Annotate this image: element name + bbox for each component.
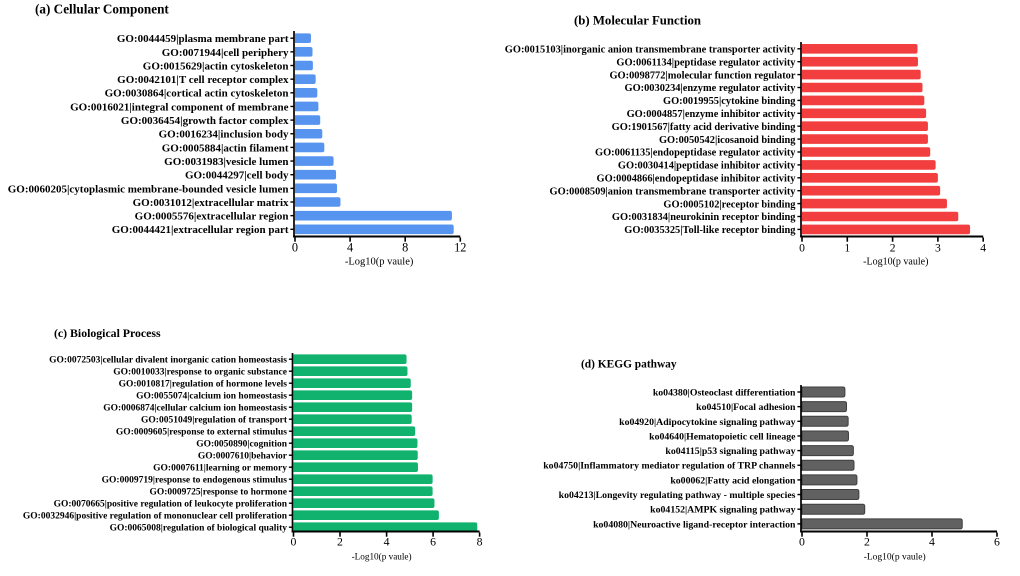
svg-text:(d) KEGG pathway: (d) KEGG pathway: [581, 359, 677, 371]
svg-text:0: 0: [291, 535, 297, 549]
svg-text:ko04920|Adipocytokine signalin: ko04920|Adipocytokine signaling pathway: [619, 417, 795, 428]
svg-text:ko04213|Longevity regulating p: ko04213|Longevity regulating pathway - m…: [559, 490, 796, 501]
svg-text:GO:0005102|receptor binding: GO:0005102|receptor binding: [663, 199, 796, 210]
svg-text:12: 12: [454, 241, 466, 255]
svg-text:ko04080|Neuroactive ligand-rec: ko04080|Neuroactive ligand-receptor inte…: [593, 519, 796, 530]
svg-text:ko04152|AMPK signaling pathway: ko04152|AMPK signaling pathway: [650, 505, 795, 516]
svg-text:GO:0030234|enzyme regulator ac: GO:0030234|enzyme regulator activity: [624, 83, 796, 94]
svg-text:2: 2: [864, 535, 870, 549]
svg-text:GO:0098772|molecular function: GO:0098772|molecular function regulator: [609, 70, 795, 81]
svg-text:GO:0060205|cytoplasmic membran: GO:0060205|cytoplasmic membrane-bounded …: [8, 183, 289, 195]
svg-text:ko04115|p53 signaling pathway: ko04115|p53 signaling pathway: [665, 446, 795, 457]
svg-text:GO:0065008|regulation of biolo: GO:0065008|regulation of biological qual…: [110, 524, 288, 534]
svg-text:ko04750|Inflammatory mediator: ko04750|Inflammatory mediator regulation…: [543, 461, 795, 472]
svg-text:ko04380|Osteoclast differentia: ko04380|Osteoclast differentiation: [653, 387, 796, 398]
svg-text:GO:0005576|extracellular regio: GO:0005576|extracellular region: [135, 211, 289, 223]
svg-text:6: 6: [994, 535, 1000, 549]
svg-text:(c) Biological Process: (c) Biological Process: [54, 326, 161, 340]
svg-text:-Log10(p vaule): -Log10(p vaule): [864, 552, 926, 563]
svg-text:GO:0015103|inorganic anion tra: GO:0015103|inorganic anion transmembrane…: [505, 44, 797, 55]
svg-text:GO:0010817|regulation of hormo: GO:0010817|regulation of hormone levels: [119, 380, 288, 390]
svg-text:(a) Cellular Component: (a) Cellular Component: [35, 2, 169, 17]
svg-text:GO:0035325|Toll-like receptor: GO:0035325|Toll-like receptor binding: [624, 225, 796, 236]
svg-text:GO:0032946|positive regulation: GO:0032946|positive regulation of mononu…: [23, 512, 288, 522]
svg-text:GO:0050542|icosanoid binding: GO:0050542|icosanoid binding: [659, 135, 796, 146]
svg-text:GO:0044421|extracellular regio: GO:0044421|extracellular region part: [112, 224, 289, 236]
svg-text:2: 2: [890, 242, 896, 255]
svg-text:GO:0061134|peptidase regulator: GO:0061134|peptidase regulator activity: [616, 57, 796, 68]
svg-text:8: 8: [477, 535, 483, 549]
svg-text:GO:0044297|cell body: GO:0044297|cell body: [185, 170, 289, 182]
svg-text:GO:0009719|response to endogen: GO:0009719|response to endogenous stimul…: [102, 476, 288, 486]
svg-text:GO:0007611|learning or memory: GO:0007611|learning or memory: [153, 464, 287, 474]
svg-text:4: 4: [347, 241, 353, 255]
svg-text:GO:0030414|peptidase inhibitor: GO:0030414|peptidase inhibitor activity: [618, 161, 796, 172]
svg-text:GO:0015629|actin cytoskeleton: GO:0015629|actin cytoskeleton: [143, 60, 289, 72]
svg-text:GO:0005884|actin filament: GO:0005884|actin filament: [162, 142, 289, 154]
svg-text:-Log10(p vaule): -Log10(p vaule): [352, 552, 412, 562]
svg-text:GO:0004857|enzyme inhibitor ac: GO:0004857|enzyme inhibitor activity: [627, 109, 797, 120]
svg-text:GO:0030864|cortical actin cyto: GO:0030864|cortical actin cytoskeleton: [105, 88, 289, 100]
svg-text:GO:0031983|vesicle lumen: GO:0031983|vesicle lumen: [164, 156, 288, 168]
svg-text:GO:0009725|response to hormone: GO:0009725|response to hormone: [149, 488, 287, 498]
svg-text:GO:0061135|endopeptidase regul: GO:0061135|endopeptidase regulator activ…: [595, 148, 796, 159]
svg-text:GO:0007610|behavior: GO:0007610|behavior: [198, 452, 288, 462]
svg-text:GO:0071944|cell periphery: GO:0071944|cell periphery: [162, 47, 289, 59]
svg-text:GO:0010033|response to organic: GO:0010033|response to organic substance: [113, 368, 287, 378]
svg-text:GO:0036454|growth factor compl: GO:0036454|growth factor complex: [121, 115, 289, 127]
svg-text:GO:0070665|positive regulation: GO:0070665|positive regulation of leukoc…: [54, 500, 288, 510]
svg-text:GO:0072503|cellular divalent i: GO:0072503|cellular divalent inorganic c…: [49, 356, 287, 366]
svg-text:4: 4: [929, 535, 935, 549]
svg-text:GO:0042101|T cell receptor com: GO:0042101|T cell receptor complex: [117, 74, 289, 86]
svg-text:GO:0009605|response to externa: GO:0009605|response to external stimulus: [116, 428, 287, 438]
svg-text:ko04640|Hematopoietic cell lin: ko04640|Hematopoietic cell lineage: [649, 431, 796, 442]
svg-text:(b) Molecular Function: (b) Molecular Function: [574, 14, 701, 28]
svg-text:GO:0050890|cognition: GO:0050890|cognition: [196, 440, 287, 450]
svg-text:1: 1: [844, 242, 850, 255]
svg-text:-Log10(p vaule): -Log10(p vaule): [863, 257, 928, 268]
svg-text:4: 4: [384, 535, 390, 549]
svg-text:GO:0006874|cellular calcium io: GO:0006874|cellular calcium ion homeosta…: [103, 404, 287, 414]
svg-text:4: 4: [980, 242, 986, 255]
svg-text:GO:0008509|anion transmembrane: GO:0008509|anion transmembrane transport…: [550, 186, 797, 197]
svg-text:GO:0031834|neurokinin receptor: GO:0031834|neurokinin receptor binding: [612, 212, 796, 223]
svg-text:GO:1901567|fatty acid derivati: GO:1901567|fatty acid derivative binding: [612, 122, 797, 133]
svg-text:GO:0019955|cytokine binding: GO:0019955|cytokine binding: [663, 96, 796, 107]
svg-text:GO:0051049|regulation of trans: GO:0051049|regulation of transport: [141, 416, 288, 426]
svg-text:3: 3: [935, 242, 941, 255]
svg-text:GO:0055074|calcium ion homeost: GO:0055074|calcium ion homeostasis: [136, 392, 287, 402]
svg-text:GO:0004866|endopeptidase inhib: GO:0004866|endopeptidase inhibitor activ…: [597, 173, 797, 184]
svg-text:GO:0031012|extracellular matri: GO:0031012|extracellular matrix: [133, 197, 289, 209]
svg-text:0: 0: [799, 535, 805, 549]
svg-text:-Log10(p vaule): -Log10(p vaule): [345, 257, 414, 268]
svg-text:0: 0: [292, 241, 298, 255]
svg-text:0: 0: [799, 242, 805, 255]
svg-text:6: 6: [430, 535, 436, 549]
svg-text:ko04510|Focal adhesion: ko04510|Focal adhesion: [696, 402, 796, 413]
svg-text:8: 8: [402, 241, 408, 255]
svg-text:2: 2: [337, 535, 343, 549]
svg-text:GO:0044459|plasma membrane par: GO:0044459|plasma membrane part: [117, 33, 289, 45]
svg-text:ko00062|Fatty acid elongation: ko00062|Fatty acid elongation: [670, 475, 796, 486]
svg-text:GO:0016234|inclusion body: GO:0016234|inclusion body: [159, 129, 289, 141]
svg-text:GO:0016021|integral component: GO:0016021|integral component of membran…: [70, 101, 289, 113]
